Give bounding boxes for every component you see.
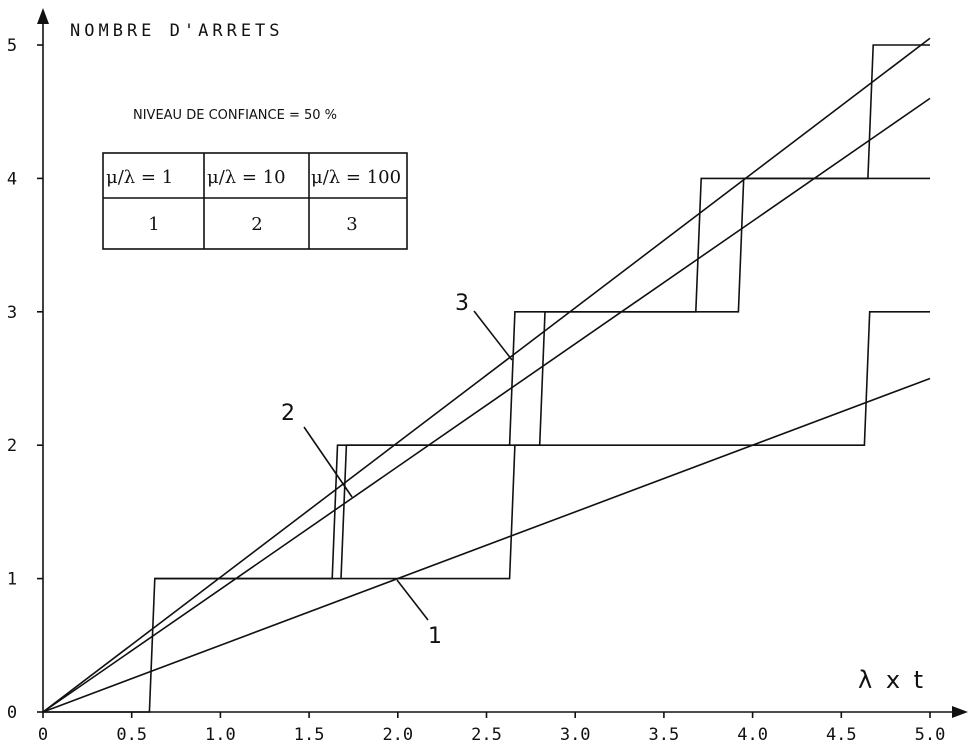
- annotation-label-2: 2: [281, 401, 295, 426]
- x-tick-label: 0.5: [116, 725, 147, 745]
- legend-header-mu-lambda-100: μ/λ = 100: [311, 167, 401, 188]
- x-tick-label: 3.0: [560, 725, 591, 745]
- step-curve-1: [43, 310, 930, 713]
- x-tick-label: 4.0: [737, 725, 768, 745]
- legend-table-frame: [102, 152, 408, 250]
- step-curves: [43, 44, 930, 713]
- series-line-2: [42, 97, 931, 713]
- x-axis-label: λ x t: [858, 666, 926, 694]
- chart-title: NOMBRE D'ARRETS: [70, 21, 284, 41]
- x-axis-arrow: [952, 706, 968, 718]
- y-tick-label: 3: [7, 303, 17, 323]
- y-axis-arrow: [37, 8, 49, 24]
- regression-lines: [42, 37, 931, 713]
- annotation-leader-2: [303, 426, 353, 498]
- x-tick-label: 3.5: [649, 725, 680, 745]
- x-tick-label: 2.0: [382, 725, 413, 745]
- y-tick-label: 5: [7, 36, 17, 56]
- x-tick-label: 0: [38, 725, 48, 745]
- axis-ticks: 0 0.5 1.0 1.5 2.0 2.5 3.0 3.5 4.0 4.5 5.0 0 1 2 3 4 5: [7, 36, 945, 745]
- legend-table: μ/λ = 1 μ/λ = 10 μ/λ = 100 1 2 3: [102, 152, 408, 250]
- step-curve-2: [154, 44, 930, 580]
- legend-header-mu-lambda-10: μ/λ = 10: [207, 167, 286, 188]
- annotations: 1 2 3: [281, 291, 513, 649]
- x-tick-label: 1.0: [205, 725, 236, 745]
- x-tick-label: 5.0: [915, 725, 946, 745]
- x-tick-label: 2.5: [471, 725, 502, 745]
- y-tick-label: 1: [7, 570, 17, 590]
- annotation-label-1: 1: [428, 624, 442, 649]
- annotation-leader-1: [396, 579, 429, 621]
- legend-value-3: 3: [346, 214, 357, 235]
- series-line-3: [42, 37, 931, 713]
- y-tick-label: 2: [7, 436, 17, 456]
- legend-header-mu-lambda-1: μ/λ = 1: [106, 167, 173, 188]
- legend-value-1: 1: [148, 214, 159, 235]
- x-tick-label: 1.5: [294, 725, 325, 745]
- chart-subtitle: NIVEAU DE CONFIANCE = 50 %: [133, 108, 337, 123]
- x-tick-label: 4.5: [826, 725, 857, 745]
- step-curve-3: [340, 177, 930, 579]
- series-line-1: [42, 377, 931, 713]
- annotation-label-3: 3: [455, 291, 469, 316]
- y-tick-label: 0: [7, 703, 17, 723]
- legend-value-2: 2: [251, 214, 262, 235]
- y-tick-label: 4: [7, 169, 17, 189]
- annotation-leader-3: [473, 310, 513, 361]
